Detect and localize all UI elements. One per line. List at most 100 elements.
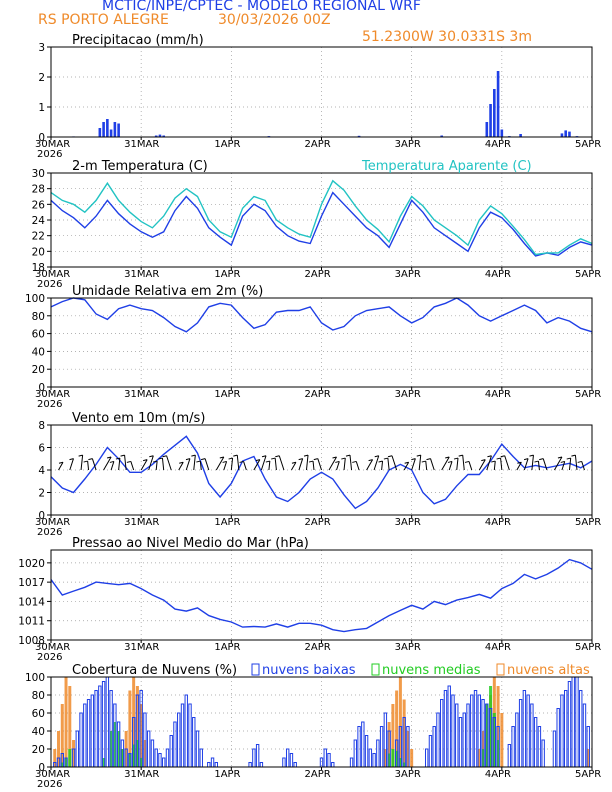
- cloud-bar-high: [132, 677, 136, 767]
- x-tick-label: 3APR: [395, 517, 421, 528]
- wind-barb: [403, 461, 410, 471]
- x-tick-label: 4APR: [485, 769, 511, 780]
- wind-barb-flag: [453, 457, 459, 460]
- wind-barb: [531, 455, 534, 471]
- wind-barb: [155, 460, 158, 471]
- wind-barb: [343, 458, 346, 471]
- legend-swatch: [251, 663, 260, 676]
- cloud-bar-low: [188, 703, 192, 768]
- cloud-bar-low: [526, 694, 530, 768]
- wind-barb-flag: [162, 455, 167, 458]
- y-tick-label: 26: [32, 199, 46, 211]
- wind-barb: [561, 461, 566, 471]
- cloud-bar-low: [361, 721, 365, 768]
- wind-barb-flag: [421, 460, 426, 463]
- wind-barb: [243, 461, 247, 471]
- cloud-bar-high: [128, 690, 132, 767]
- panel-clouds: 0 20 40 60 80 100 30MAR 31MAR 1APR 2APR 3APR 4APR 5A…: [25, 663, 601, 790]
- x-tick-label: 4APR: [485, 269, 511, 280]
- cloud-bar-low: [79, 712, 83, 768]
- wind-barb-flag: [411, 458, 416, 461]
- wind-barb: [161, 458, 165, 471]
- precip-bar: [117, 123, 120, 137]
- cloud-bar-medium: [109, 731, 113, 767]
- wind-barb-flag: [126, 460, 131, 463]
- wind-barb: [91, 458, 97, 471]
- wind-barb-flag: [298, 458, 303, 461]
- cloud-bar-low: [473, 690, 478, 768]
- wind-barb: [478, 459, 486, 471]
- wind-barb: [253, 459, 261, 471]
- x-tick-label: 31MAR: [124, 517, 159, 528]
- y-tick-label: 22: [32, 231, 45, 243]
- x-tick-label: 1APR: [214, 517, 240, 528]
- wind-barb-flag: [78, 454, 83, 457]
- cloud-bar-high: [410, 749, 414, 767]
- series-line-mslp: [50, 558, 593, 633]
- x-tick-label: 5APR: [575, 389, 601, 400]
- cloud-bar-high: [402, 699, 406, 767]
- panel-frame: [50, 172, 593, 268]
- wind-barb-flag: [158, 457, 163, 460]
- wind-barb-flag: [200, 458, 206, 461]
- precip-bar: [357, 135, 361, 137]
- x-tick-label: 4APR: [485, 139, 511, 150]
- x-year-label: 2026: [37, 149, 62, 160]
- wind-barb-flag: [88, 458, 93, 461]
- cloud-bar-medium: [128, 753, 132, 767]
- cloud-bar-medium: [64, 758, 68, 767]
- cloud-bar-high: [53, 749, 57, 767]
- x-tick-label: 3APR: [395, 389, 421, 400]
- wind-barb-flag: [191, 454, 196, 457]
- wind-barb-flag: [426, 458, 431, 461]
- wind-barb-flag: [566, 457, 571, 460]
- cloud-bar-low: [575, 676, 579, 768]
- cloud-bar-low: [195, 730, 200, 768]
- x-tick-label: 31MAR: [124, 642, 159, 653]
- cloud-bar-low: [214, 762, 219, 768]
- cloud-bar-low: [443, 690, 448, 768]
- cloud-bar-low: [282, 757, 286, 768]
- wind-barb-flag: [303, 454, 309, 457]
- wind-barb-flag: [481, 459, 486, 462]
- precip-bar: [560, 133, 564, 137]
- cloud-bar-high: [395, 690, 399, 767]
- wind-barb-flag: [222, 460, 227, 463]
- cloud-bar-high: [500, 713, 504, 767]
- y-tick-label: 4: [38, 465, 45, 477]
- x-year-label: 2026: [37, 527, 62, 538]
- wind-barb: [366, 459, 374, 471]
- wind-barb: [493, 460, 496, 471]
- cloud-bar-low: [177, 712, 181, 768]
- wind-barb: [223, 461, 228, 471]
- cloud-bar-low: [150, 739, 155, 768]
- y-tick-label: 0: [38, 132, 45, 144]
- y-tick-label: 0: [38, 762, 45, 774]
- cloud-bar-low: [564, 690, 568, 768]
- wind-barb: [355, 461, 360, 471]
- legend-label: nuvens altas: [507, 663, 590, 678]
- wind-barb-flag: [447, 460, 453, 463]
- wind-barb-flag: [233, 454, 238, 457]
- wind-barb-flag: [115, 457, 121, 460]
- cloud-bar-low: [331, 762, 335, 768]
- cloud-bar-low: [451, 694, 455, 768]
- cloud-bar-low: [105, 676, 110, 768]
- panel-title-secondary: Temperatura Aparente (C): [361, 159, 532, 174]
- cloud-bar-low: [436, 712, 440, 768]
- wind-barb-flag: [261, 455, 267, 458]
- wind-barb: [215, 456, 225, 471]
- wind-barb-flag: [378, 460, 383, 463]
- cloud-bar-low: [199, 748, 203, 768]
- cloud-bar-high: [64, 677, 68, 767]
- x-tick-label: 30MAR: [35, 517, 70, 528]
- x-tick-label: 2APR: [305, 769, 331, 780]
- y-tick-label: 80: [32, 690, 45, 702]
- cloud-bar-low: [364, 735, 369, 768]
- y-tick-label: 3: [38, 42, 45, 54]
- wind-barb: [298, 458, 304, 471]
- cloud-bar-low: [462, 712, 466, 768]
- wind-barb-flag: [120, 454, 125, 457]
- y-tick-label: 1020: [18, 558, 45, 570]
- cloud-bar-low: [94, 690, 98, 768]
